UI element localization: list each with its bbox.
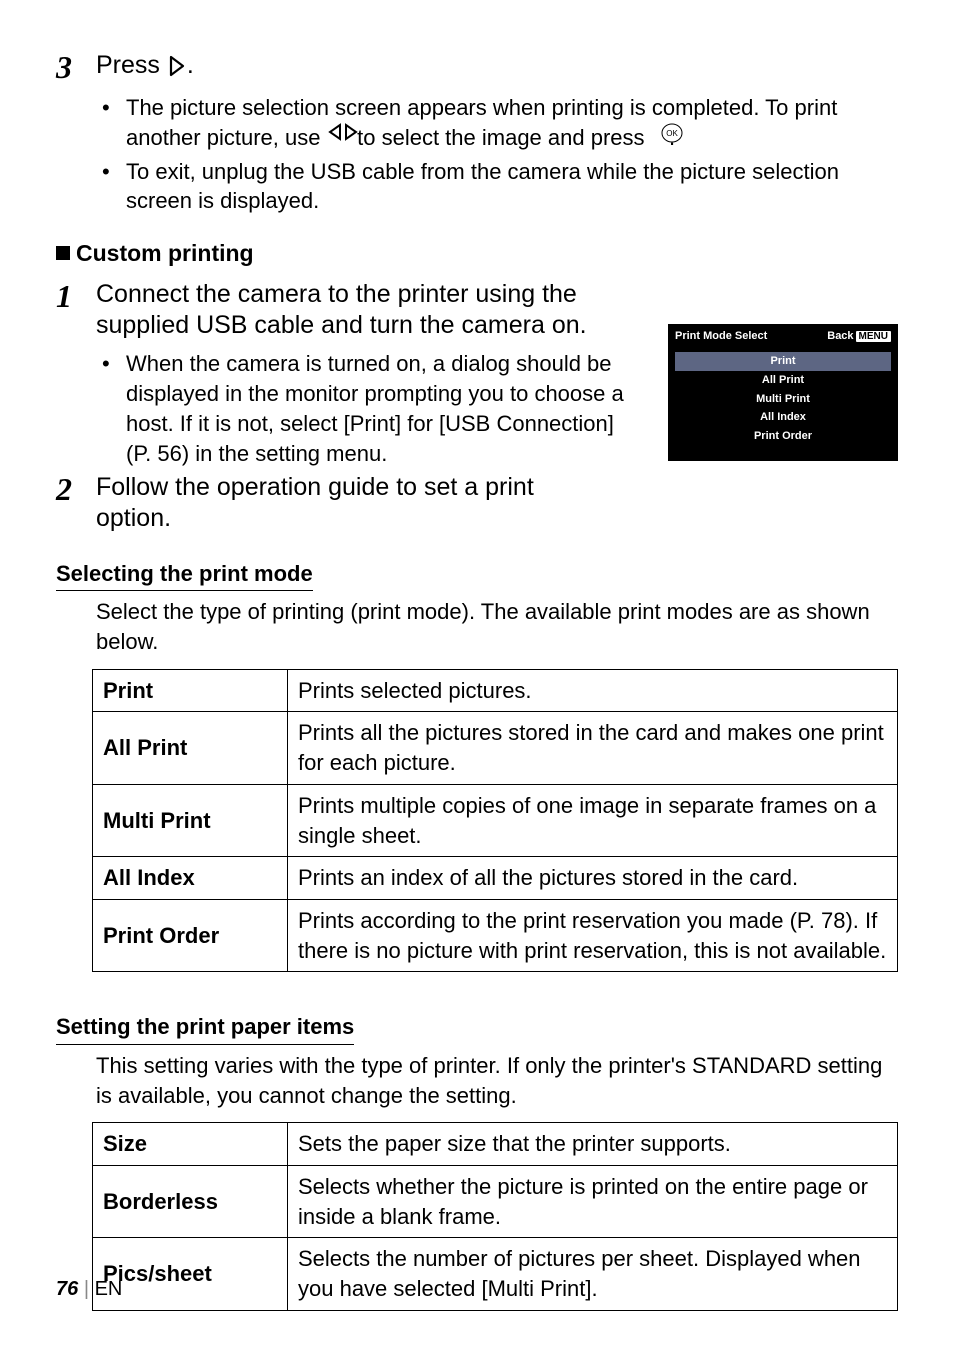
camera-screen-mock: Print Mode Select BackMENU Print All Pri… bbox=[668, 324, 898, 461]
custom-step-1-bullet: When the camera is turned on, a dialog s… bbox=[126, 351, 624, 465]
cam-item-all-index: All Index bbox=[673, 408, 893, 427]
step-3-text-post: . bbox=[187, 51, 194, 79]
left-right-arrow-icon bbox=[327, 123, 359, 141]
print-mode-label-4: Print Order bbox=[93, 899, 288, 971]
table-row: Pics/sheet Selects the number of picture… bbox=[93, 1238, 898, 1310]
custom-step-1-body: Connect the camera to the printer using … bbox=[96, 279, 616, 342]
heading-paper-items: Setting the print paper items bbox=[56, 1012, 354, 1045]
cam-title: Print Mode Select bbox=[675, 329, 767, 344]
paper-items-table: Size Sets the paper size that the printe… bbox=[92, 1122, 898, 1310]
cam-item-multi-print: Multi Print bbox=[673, 390, 893, 409]
print-mode-label-1: All Print bbox=[93, 712, 288, 784]
step-3-bullet-0: The picture selection screen appears whe… bbox=[126, 95, 837, 150]
right-arrow-icon bbox=[167, 55, 187, 77]
list-item: The picture selection screen appears whe… bbox=[102, 93, 898, 152]
print-mode-table: Print Prints selected pictures. All Prin… bbox=[92, 669, 898, 973]
table-row: Multi Print Prints multiple copies of on… bbox=[93, 784, 898, 856]
cam-header: Print Mode Select BackMENU bbox=[669, 325, 897, 348]
table-row: All Print Prints all the pictures stored… bbox=[93, 712, 898, 784]
paper-desc-0: Sets the paper size that the printer sup… bbox=[288, 1123, 898, 1166]
custom-step-2-body: Follow the operation guide to set a prin… bbox=[96, 472, 576, 535]
cam-back-label: Back bbox=[827, 330, 853, 342]
custom-step-1-number: 1 bbox=[56, 279, 96, 342]
step-3-text-pre: Press bbox=[96, 51, 167, 79]
section-custom-label: Custom printing bbox=[76, 240, 254, 266]
print-mode-desc-1: Prints all the pictures stored in the ca… bbox=[288, 712, 898, 784]
step-3-bullet-1: To exit, unplug the USB cable from the c… bbox=[126, 159, 839, 214]
print-mode-desc-0: Prints selected pictures. bbox=[288, 669, 898, 712]
table-row: Print Prints selected pictures. bbox=[93, 669, 898, 712]
custom-step-1-bullets: When the camera is turned on, a dialog s… bbox=[102, 349, 642, 468]
custom-step-2-number: 2 bbox=[56, 472, 96, 535]
square-bullet-icon bbox=[56, 246, 70, 260]
print-mode-label-2: Multi Print bbox=[93, 784, 288, 856]
desc-select-print-mode: Select the type of printing (print mode)… bbox=[96, 597, 898, 656]
section-custom-printing: Custom printing bbox=[56, 238, 898, 269]
heading-select-print-mode: Selecting the print mode bbox=[56, 559, 313, 592]
custom-step-2: 2 Follow the operation guide to set a pr… bbox=[56, 472, 898, 535]
paper-label-1: Borderless bbox=[93, 1166, 288, 1238]
table-row: All Index Prints an index of all the pic… bbox=[93, 857, 898, 900]
page-number: 76 bbox=[56, 1278, 78, 1300]
table-row: Print Order Prints according to the prin… bbox=[93, 899, 898, 971]
list-item: When the camera is turned on, a dialog s… bbox=[102, 349, 642, 468]
cam-body: Print All Print Multi Print All Index Pr… bbox=[669, 348, 897, 460]
svg-text:OK: OK bbox=[666, 129, 678, 138]
desc-paper-items: This setting varies with the type of pri… bbox=[96, 1051, 898, 1110]
print-mode-desc-2: Prints multiple copies of one image in s… bbox=[288, 784, 898, 856]
print-mode-desc-3: Prints an index of all the pictures stor… bbox=[288, 857, 898, 900]
table-row: Size Sets the paper size that the printe… bbox=[93, 1123, 898, 1166]
print-mode-desc-4: Prints according to the print reservatio… bbox=[288, 899, 898, 971]
cam-menu-badge: MENU bbox=[856, 331, 891, 342]
step-3-body: Press . bbox=[96, 50, 898, 85]
cam-item-all-print: All Print bbox=[673, 371, 893, 390]
print-mode-label-0: Print bbox=[93, 669, 288, 712]
step-3: 3 Press . bbox=[56, 50, 898, 85]
table-row: Borderless Selects whether the picture i… bbox=[93, 1166, 898, 1238]
page-footer: 76 | EN bbox=[56, 1276, 122, 1303]
page-lang: EN bbox=[95, 1278, 123, 1300]
list-item: To exit, unplug the USB cable from the c… bbox=[102, 157, 898, 216]
cam-back-group: BackMENU bbox=[827, 329, 891, 344]
step-3-number: 3 bbox=[56, 50, 96, 85]
cam-item-print-order: Print Order bbox=[673, 427, 893, 446]
paper-desc-1: Selects whether the picture is printed o… bbox=[288, 1166, 898, 1238]
paper-label-0: Size bbox=[93, 1123, 288, 1166]
cam-item-print: Print bbox=[675, 352, 891, 371]
print-mode-label-3: All Index bbox=[93, 857, 288, 900]
page-separator: | bbox=[84, 1278, 95, 1300]
ok-circle-icon: OK bbox=[661, 123, 683, 143]
paper-desc-2: Selects the number of pictures per sheet… bbox=[288, 1238, 898, 1310]
step-3-bullets: The picture selection screen appears whe… bbox=[102, 93, 898, 216]
